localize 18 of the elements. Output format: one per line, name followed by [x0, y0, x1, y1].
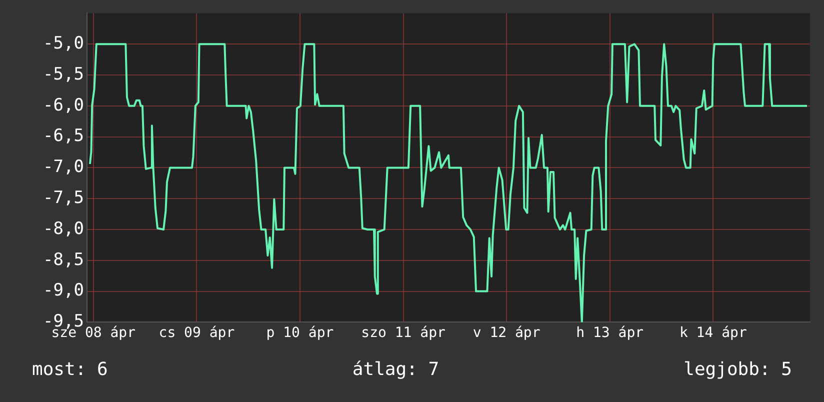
y-tick-label: -5,5 [42, 64, 84, 84]
x-tick-label: cs 09 ápr [158, 325, 235, 342]
y-tick-label: -7,5 [42, 188, 84, 208]
x-tick-label: v 12 ápr [472, 325, 540, 342]
y-tick-label: -5,0 [42, 34, 84, 54]
y-tick-label: -6,5 [42, 126, 84, 146]
y-tick-label: -9,0 [42, 280, 84, 301]
y-tick-label: -7,0 [42, 157, 84, 178]
y-tick-label: -8,0 [42, 218, 84, 239]
x-tick-label: szo 11 ápr [361, 325, 446, 342]
y-tick-label: -8,5 [42, 250, 84, 270]
x-tick-label: h 13 ápr [576, 325, 644, 342]
text: most: 6 [32, 359, 108, 380]
y-tick-label: -6,0 [42, 95, 84, 116]
text: legjobb: 5 [684, 359, 792, 380]
x-tick-label: p 10 ápr [266, 325, 334, 342]
text: átlag: 7 [352, 359, 440, 380]
x-tick-label: k 14 ápr [679, 325, 747, 342]
